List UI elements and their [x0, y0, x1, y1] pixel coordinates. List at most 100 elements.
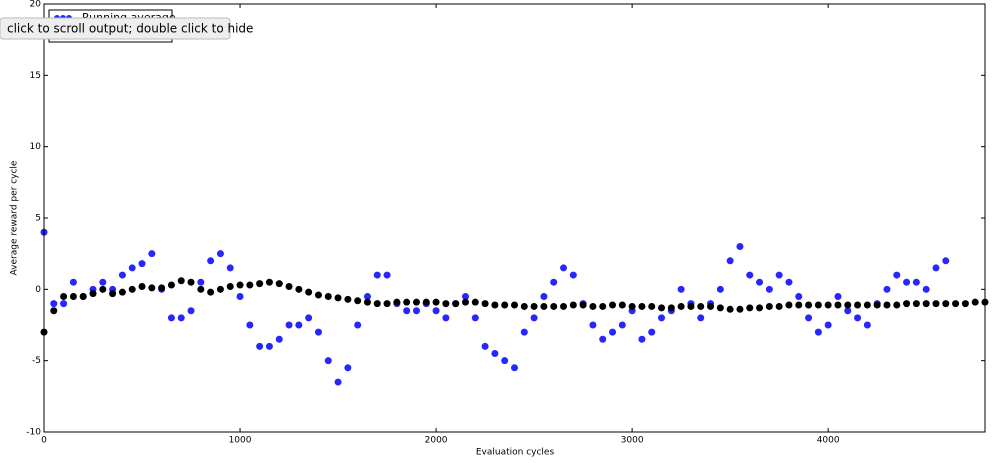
data-point	[961, 300, 969, 308]
data-point	[746, 271, 754, 279]
data-point	[461, 292, 469, 300]
data-point	[275, 280, 283, 288]
y-tick-label: 0	[35, 285, 41, 295]
data-point	[246, 321, 254, 329]
data-point	[540, 302, 548, 310]
data-point	[530, 314, 538, 322]
data-point	[226, 264, 234, 272]
data-point	[305, 288, 313, 296]
data-point	[403, 307, 411, 315]
data-point	[344, 364, 352, 372]
data-point	[118, 271, 126, 279]
data-point	[285, 282, 293, 290]
tooltip-text[interactable]: click to scroll output; double click to …	[7, 22, 253, 36]
data-point	[305, 314, 313, 322]
data-point	[383, 300, 391, 308]
data-point	[697, 314, 705, 322]
y-tick-label: 5	[35, 214, 41, 224]
data-point	[716, 304, 724, 312]
data-point	[550, 278, 558, 286]
data-point	[971, 298, 979, 306]
data-point	[854, 301, 862, 309]
data-point	[354, 321, 362, 329]
data-point	[167, 281, 175, 289]
data-point	[687, 302, 695, 310]
data-point	[216, 250, 224, 258]
data-point	[628, 302, 636, 310]
data-point	[863, 321, 871, 329]
data-point	[756, 278, 764, 286]
data-point	[403, 298, 411, 306]
data-point	[324, 292, 332, 300]
data-point	[775, 271, 783, 279]
data-point	[638, 335, 646, 343]
data-point	[922, 285, 930, 293]
data-point	[785, 278, 793, 286]
data-point	[677, 285, 685, 293]
data-point	[344, 295, 352, 303]
data-point	[805, 314, 813, 322]
data-point	[501, 357, 509, 365]
tooltip[interactable]: click to scroll output; double click to …	[0, 17, 253, 40]
data-point	[765, 302, 773, 310]
data-point	[785, 301, 793, 309]
data-point	[824, 321, 832, 329]
x-tick-label: 3000	[621, 436, 644, 446]
data-point	[912, 278, 920, 286]
data-point	[383, 271, 391, 279]
data-point	[952, 300, 960, 308]
tooltip-box[interactable]	[0, 17, 231, 40]
data-point	[452, 300, 460, 308]
data-point	[599, 302, 607, 310]
data-point	[569, 301, 577, 309]
data-point	[814, 301, 822, 309]
data-point	[412, 307, 420, 315]
data-point	[609, 328, 617, 336]
data-point	[334, 294, 342, 302]
data-point	[834, 301, 842, 309]
data-point	[265, 278, 273, 286]
data-point	[393, 298, 401, 306]
data-point	[834, 292, 842, 300]
data-point	[187, 307, 195, 315]
data-point	[314, 291, 322, 299]
data-point	[579, 301, 587, 309]
data-point	[99, 278, 107, 286]
data-point	[324, 357, 332, 365]
data-point	[236, 292, 244, 300]
data-point	[363, 298, 371, 306]
data-point	[207, 257, 215, 265]
x-tick-label: 1000	[229, 436, 252, 446]
data-point	[667, 304, 675, 312]
data-point	[187, 278, 195, 286]
data-point	[265, 342, 273, 350]
data-point	[795, 292, 803, 300]
data-point	[520, 302, 528, 310]
data-point	[569, 271, 577, 279]
y-axis-label: Average reward per cycle	[10, 160, 20, 275]
data-point	[334, 378, 342, 386]
data-point	[207, 288, 215, 296]
data-point	[932, 264, 940, 272]
data-point	[373, 271, 381, 279]
data-point	[648, 302, 656, 310]
data-point	[736, 305, 744, 313]
data-point	[756, 304, 764, 312]
data-point	[844, 301, 852, 309]
data-point	[501, 301, 509, 309]
data-point	[79, 292, 87, 300]
data-point	[442, 314, 450, 322]
x-tick-label: 0	[41, 436, 47, 446]
data-point	[491, 350, 499, 358]
data-point	[412, 298, 420, 306]
data-point	[461, 298, 469, 306]
data-point	[128, 285, 136, 293]
data-point	[697, 302, 705, 310]
plot-area	[40, 228, 989, 386]
data-point	[736, 243, 744, 251]
data-point	[481, 342, 489, 350]
data-point	[824, 301, 832, 309]
y-tick-label: 15	[30, 71, 41, 81]
data-point	[197, 285, 205, 293]
data-point	[520, 328, 528, 336]
